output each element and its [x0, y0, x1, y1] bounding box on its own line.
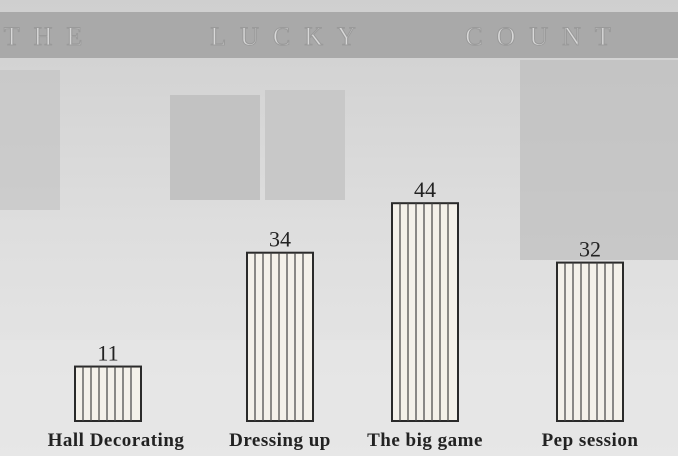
x-tick-label: Hall Decorating: [48, 430, 185, 451]
banner-text: COUNT: [465, 22, 625, 51]
data-label: 34: [269, 227, 291, 252]
bar: [392, 203, 458, 421]
data-label: 11: [97, 341, 118, 366]
bar: [557, 263, 623, 421]
data-label: 32: [579, 237, 601, 262]
data-label: 44: [414, 177, 436, 202]
wall: [0, 70, 60, 210]
chart: THE LUCKY COUNT 11 Hall Decorating 34 Dressing…: [0, 0, 678, 456]
window: [265, 90, 345, 200]
x-tick-label: The big game: [367, 430, 483, 451]
foliage: [520, 60, 678, 260]
banner-text: LUCKY: [210, 22, 370, 51]
x-tick-label: Dressing up: [229, 430, 331, 451]
bar: [75, 367, 141, 421]
window: [170, 95, 260, 200]
x-tick-label: Pep session: [542, 430, 639, 451]
banner-text: THE: [4, 22, 97, 51]
bar: [247, 253, 313, 421]
